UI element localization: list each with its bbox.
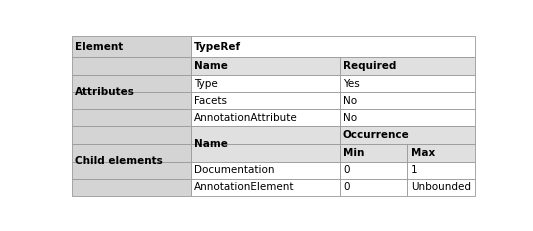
Text: Yes: Yes xyxy=(343,79,360,89)
Bar xyxy=(71,144,190,162)
Text: Min: Min xyxy=(343,148,365,158)
Bar xyxy=(71,92,190,109)
Bar xyxy=(340,92,475,109)
Bar xyxy=(190,92,340,109)
Bar xyxy=(71,75,190,92)
Text: Attributes: Attributes xyxy=(75,87,135,97)
Bar xyxy=(71,57,190,75)
Bar xyxy=(190,144,340,162)
Text: Required: Required xyxy=(343,61,397,71)
Text: Unbounded: Unbounded xyxy=(411,182,471,192)
Bar xyxy=(71,179,190,196)
Bar xyxy=(407,162,475,179)
Bar xyxy=(340,126,475,144)
Text: No: No xyxy=(343,96,357,106)
Bar xyxy=(71,109,190,126)
Text: Child elements: Child elements xyxy=(75,156,163,166)
Text: AnnotationAttribute: AnnotationAttribute xyxy=(194,113,297,123)
Bar xyxy=(190,162,340,179)
Bar xyxy=(340,109,475,126)
Text: No: No xyxy=(343,113,357,123)
Text: TypeRef: TypeRef xyxy=(194,42,241,52)
Text: 1: 1 xyxy=(411,165,417,175)
Text: 0: 0 xyxy=(343,165,350,175)
Bar xyxy=(407,179,475,196)
Bar xyxy=(71,162,190,179)
Bar xyxy=(190,57,340,75)
Text: Documentation: Documentation xyxy=(194,165,274,175)
Text: Facets: Facets xyxy=(194,96,227,106)
Bar xyxy=(340,57,475,75)
Bar xyxy=(190,36,475,57)
Bar xyxy=(340,179,407,196)
Bar xyxy=(190,75,340,92)
Text: Element: Element xyxy=(75,42,123,52)
Text: Max: Max xyxy=(411,148,435,158)
Bar xyxy=(190,126,340,144)
Bar xyxy=(407,144,475,162)
Bar xyxy=(340,75,475,92)
Text: Name: Name xyxy=(194,139,228,149)
Text: 0: 0 xyxy=(343,182,350,192)
Text: Type: Type xyxy=(194,79,217,89)
Bar xyxy=(190,109,340,126)
Bar xyxy=(190,179,340,196)
Bar xyxy=(71,126,190,144)
Bar xyxy=(71,36,190,57)
Text: AnnotationElement: AnnotationElement xyxy=(194,182,294,192)
Bar xyxy=(340,162,407,179)
Text: Occurrence: Occurrence xyxy=(343,130,410,140)
Text: Name: Name xyxy=(194,61,228,71)
Bar xyxy=(340,144,407,162)
